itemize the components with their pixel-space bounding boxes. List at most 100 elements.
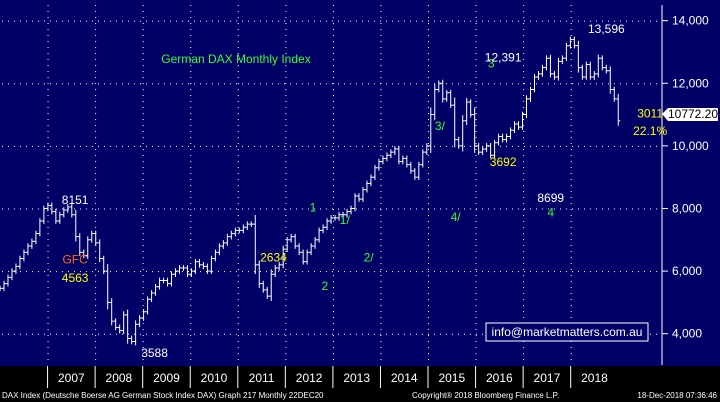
ohlc-bar	[476, 143, 481, 155]
ohlc-bar	[45, 202, 50, 212]
annotation-label: 2	[321, 279, 328, 293]
ohlc-bar	[241, 224, 246, 234]
ohlc-bar	[273, 265, 278, 278]
ohlc-bar	[313, 236, 318, 249]
footer-right: 18-Dec-2018 07:36:46	[637, 391, 717, 400]
ohlc-bar	[464, 97, 469, 126]
ohlc-bar	[500, 133, 505, 143]
annotation-label: 8699	[537, 191, 564, 205]
annotation-label: 3588	[141, 346, 168, 360]
ohlc-bar	[432, 83, 437, 121]
ohlc-bar	[285, 236, 290, 252]
ohlc-bar	[177, 265, 182, 274]
ohlc-bar	[65, 204, 70, 213]
ohlc-bar	[428, 107, 433, 153]
ohlc-bar	[392, 146, 397, 155]
watermark-box: info@marketmatters.com.au	[485, 322, 649, 342]
ohlc-bar	[504, 133, 509, 143]
ohlc-bar	[404, 155, 409, 168]
ohlc-bar	[540, 64, 545, 77]
ohlc-bar	[301, 249, 306, 265]
ohlc-bar	[129, 335, 134, 345]
ohlc-bar	[141, 308, 146, 321]
ohlc-bar	[520, 111, 525, 130]
annotation-label: 3011	[637, 107, 663, 121]
ohlc-bar	[444, 89, 449, 102]
ohlc-bar	[508, 127, 513, 140]
annotation-label: 4563	[62, 271, 89, 285]
ohlc-bar	[568, 36, 573, 49]
ohlc-bar	[576, 40, 581, 73]
x-tick-label: 2011	[249, 371, 275, 385]
y-axis: 4,000 6,000 8,000 10,000 12,000 14,000	[661, 5, 709, 365]
ohlc-bar	[213, 249, 218, 262]
ohlc-bar	[552, 71, 557, 80]
ohlc-bar	[496, 133, 501, 146]
ohlc-bar	[5, 274, 10, 287]
ohlc-bar	[329, 215, 334, 224]
ohlc-bar	[572, 36, 577, 49]
ohlc-bar	[356, 193, 361, 202]
last-price-tag: 10772.20	[662, 107, 718, 121]
ohlc-bar	[117, 324, 122, 334]
ohlc-bar	[133, 320, 138, 346]
ohlc-bar	[77, 233, 82, 256]
ohlc-bar	[480, 146, 485, 155]
ohlc-bar	[488, 143, 493, 159]
ohlc-bar	[53, 208, 58, 224]
ohlc-bar	[440, 79, 445, 103]
ohlc-bar	[249, 221, 254, 227]
ohlc-bar	[29, 238, 34, 249]
ohlc-bar	[73, 209, 78, 242]
ohlc-bar	[492, 139, 497, 159]
ohlc-bar	[17, 255, 22, 270]
ohlc-bar	[321, 224, 326, 234]
ohlc-bar	[452, 97, 457, 148]
annotation-label: 3692	[490, 155, 517, 169]
ohlc-bar	[237, 227, 242, 234]
ohlc-bar	[360, 186, 365, 202]
annotation-label: 12,391	[485, 50, 522, 64]
ohlc-bar	[93, 230, 98, 246]
ohlc-bar	[205, 263, 210, 274]
ohlc-bar	[9, 268, 14, 281]
ohlc-bar	[197, 258, 202, 268]
ohlc-bar	[616, 93, 621, 126]
ohlc-bar	[600, 55, 605, 71]
ohlc-bar	[81, 249, 86, 259]
annotations: 8151 GFC 4563 3588 2634 1 2 1/2/3/4/312,391 3692…	[62, 22, 668, 360]
ohlc-bar	[173, 268, 178, 278]
ohlc-bar	[337, 211, 342, 221]
y-tick-label: 12,000	[672, 76, 709, 90]
ohlc-bar	[468, 99, 473, 118]
ohlc-bar	[564, 42, 569, 62]
ohlc-bar	[201, 262, 206, 270]
ohlc-bar	[368, 174, 373, 187]
ohlc-bar	[37, 218, 42, 237]
x-tick-label: 2010	[201, 371, 228, 385]
ohlc-bar	[145, 296, 150, 315]
ohlc-bar	[209, 255, 214, 274]
ohlc-bar	[416, 161, 421, 180]
ohlc-bar	[604, 64, 609, 74]
ohlc-bar	[580, 64, 585, 80]
ohlc-bar	[309, 243, 314, 256]
ohlc-bar	[253, 214, 258, 274]
ohlc-bar	[101, 255, 106, 274]
ohlc-bar	[125, 309, 130, 344]
ohlc-bar	[61, 207, 66, 218]
ohlc-bar	[456, 136, 461, 149]
ohlc-bar	[137, 315, 142, 328]
ohlc-bar	[528, 86, 533, 102]
annotation-label: 4/	[451, 210, 462, 224]
ohlc-bar	[169, 271, 174, 287]
ohlc-bar	[372, 164, 377, 180]
x-tick-label: 2016	[486, 371, 513, 385]
ohlc-bar	[33, 230, 38, 245]
ohlc-bar	[161, 277, 166, 284]
annotation-label: 13,596	[588, 22, 625, 36]
last-price-value: 10772.20	[668, 107, 718, 121]
ohlc-bar	[113, 318, 118, 331]
ohlc-bar	[41, 205, 46, 224]
annotation-label: 3	[488, 57, 495, 71]
